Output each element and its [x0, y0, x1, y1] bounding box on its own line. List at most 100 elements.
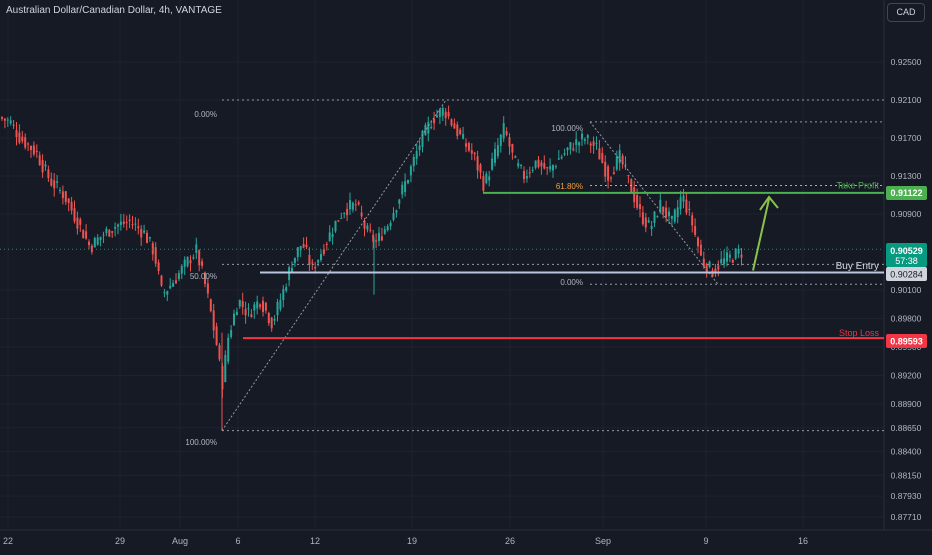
candle-body [467, 143, 470, 151]
candle-body [598, 148, 601, 160]
candle-body [259, 304, 262, 307]
current-price-tag[interactable]: 0.90529 [890, 246, 923, 256]
candle-body [453, 123, 456, 129]
candle-body [563, 153, 566, 155]
candle-body [146, 232, 148, 244]
candle-body [546, 167, 549, 169]
candle-body [79, 219, 82, 225]
candle-body [67, 198, 70, 203]
candle-body [93, 237, 96, 248]
candle-body [537, 159, 540, 168]
candle-body [395, 210, 398, 213]
candle-body [636, 195, 639, 208]
candle-body [357, 202, 360, 205]
candle-body [401, 184, 404, 195]
candle-body [325, 243, 328, 245]
candle-body [505, 131, 508, 135]
candle-body [206, 283, 209, 294]
chart-grid [0, 0, 884, 530]
candle-body [198, 250, 201, 266]
candle-body [305, 244, 308, 248]
candle-body [363, 220, 366, 229]
candle-body [102, 234, 105, 236]
candle-body [720, 259, 723, 264]
candle-body [647, 220, 650, 223]
candle-body [531, 169, 534, 171]
price-axis[interactable]: 0.92500 0.92100 0.91700 0.91300 0.90900 0.901… [891, 57, 922, 522]
candle-body [618, 150, 621, 163]
candle-body [108, 229, 111, 237]
candle-body [73, 208, 76, 222]
take-profit-tag-bg [886, 186, 927, 200]
candle-body [148, 237, 151, 239]
fib-label-61-8: 61.80% [556, 182, 583, 191]
candle-body [32, 145, 35, 155]
time-axis[interactable]: 22 29 Aug 6 12 19 26 Sep 9 16 [3, 536, 808, 546]
candle-body [392, 213, 395, 220]
candle-body [311, 262, 314, 264]
candle-body [447, 112, 450, 117]
candle-body [372, 234, 375, 242]
price-axis-tick: 0.89800 [891, 314, 922, 324]
candle-body [276, 301, 279, 316]
candle-body [488, 176, 491, 181]
fib-trend-line-right [589, 121, 719, 285]
candle-body [82, 229, 85, 239]
candle-body [682, 195, 685, 202]
time-axis-tick: 19 [407, 536, 417, 546]
candle-body [24, 137, 27, 148]
candle-body [189, 260, 192, 264]
candle-body [540, 162, 543, 167]
candle-body [172, 283, 175, 287]
time-axis-tick: 16 [798, 536, 808, 546]
drawings-layer[interactable] [0, 99, 884, 432]
candle-body [728, 254, 731, 258]
candle-body [241, 300, 244, 308]
stop-loss-tag[interactable]: 0.89593 [890, 337, 923, 347]
candle-body [670, 215, 673, 219]
fib-label-0-upper: 0.00% [194, 110, 217, 119]
candle-body [450, 119, 453, 126]
candle-body [247, 307, 250, 309]
candle-body [421, 130, 424, 147]
candle-body [9, 120, 12, 124]
candle-body [543, 163, 546, 169]
candle-body [279, 300, 282, 310]
candle-body [473, 152, 476, 155]
candle-body [35, 150, 38, 153]
currency-button[interactable]: CAD [887, 3, 925, 22]
candle-body [337, 220, 340, 222]
candle-body [624, 164, 627, 166]
candle-body [554, 166, 557, 168]
candle-body [731, 260, 734, 263]
candle-body [653, 211, 656, 223]
candle-body [511, 143, 514, 153]
candle-body [59, 189, 61, 191]
candle-body [685, 199, 688, 213]
candle-body [163, 292, 166, 294]
candle-body [238, 300, 241, 307]
candle-body [633, 187, 636, 203]
candle-body [317, 260, 320, 263]
time-axis-tick: 26 [505, 536, 515, 546]
candle-body [676, 207, 679, 218]
symbol-title[interactable]: Australian Dollar/Canadian Dollar, 4h, V… [6, 5, 222, 16]
candle-body [302, 244, 305, 248]
candle-body [56, 181, 59, 183]
candle-body [499, 134, 502, 146]
candle-body [456, 124, 459, 136]
candle-body [723, 258, 726, 264]
candle-body [430, 126, 433, 129]
candle-body [331, 234, 334, 238]
candle-body [334, 220, 337, 232]
candle-body [180, 265, 183, 274]
candle-body [415, 151, 418, 159]
candle-body [119, 221, 122, 225]
candle-body [351, 202, 354, 210]
take-profit-tag[interactable]: 0.91122 [890, 188, 922, 198]
candle-body [322, 249, 325, 254]
buy-entry-tag[interactable]: 0.90284 [890, 270, 923, 280]
candle-body [517, 163, 520, 167]
